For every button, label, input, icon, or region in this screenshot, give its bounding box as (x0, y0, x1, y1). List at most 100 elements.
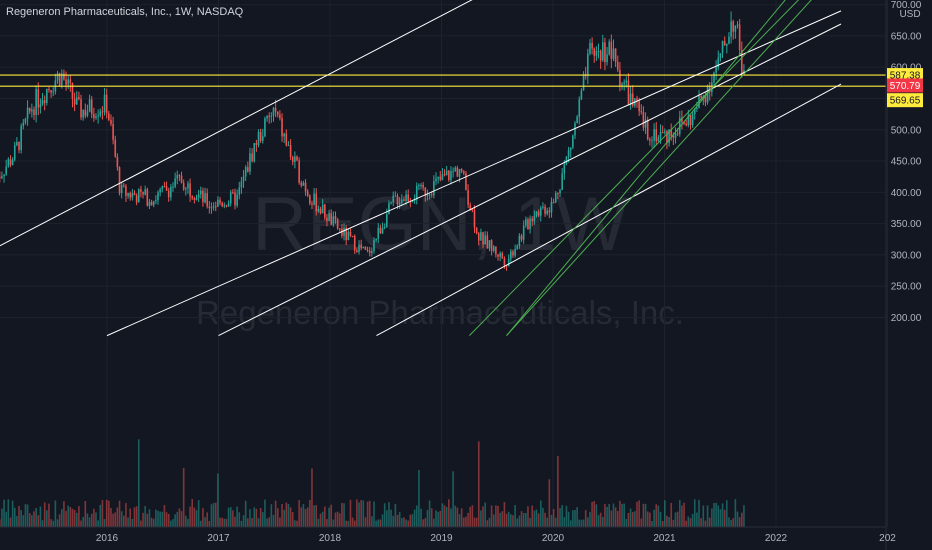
volume-bar (738, 517, 741, 527)
candle-body (653, 129, 655, 141)
candle-body (24, 118, 27, 123)
volume-bar (345, 520, 347, 527)
volume-bar (463, 517, 465, 527)
volume-bar (321, 511, 324, 527)
volume-bar (317, 518, 320, 527)
volume-bar (28, 513, 31, 527)
volume-bar (634, 511, 636, 527)
candle-body (242, 176, 245, 182)
candle-body (167, 190, 170, 198)
trend-line[interactable] (0, 0, 841, 248)
candle-body (311, 203, 313, 205)
volume-bar (443, 505, 446, 527)
volume-bar (338, 513, 341, 527)
volume-bar (377, 519, 380, 527)
candle-body (315, 193, 318, 212)
volume-bar (268, 517, 271, 527)
volume-bar (691, 513, 694, 527)
volume-bar (501, 511, 504, 527)
volume-bar (651, 520, 653, 527)
candle-body (353, 236, 356, 251)
candle-body (214, 206, 217, 208)
candle-body (236, 194, 238, 206)
horizontal-lines[interactable] (0, 74, 886, 87)
volume-bar (531, 505, 534, 527)
y-tick-label: 650.00 (891, 31, 922, 42)
trend-line[interactable] (376, 83, 842, 337)
candle-body (33, 109, 35, 115)
volume-bar (398, 512, 401, 527)
candle-body (326, 217, 328, 221)
time-axis[interactable]: 2016 2017 2018 2019 2020 2021 2022 202 (0, 526, 896, 544)
y-tick-label: 350.00 (891, 219, 922, 230)
volume-bar (653, 509, 655, 527)
candle-body (161, 186, 164, 190)
candle-body (146, 189, 149, 206)
volume-bar (270, 504, 273, 527)
trend-line[interactable] (506, 0, 842, 336)
volume-bar (437, 511, 439, 527)
volume-bar (649, 512, 651, 527)
volume-bar (625, 518, 628, 527)
volume-bar (65, 510, 67, 527)
volume-bar (420, 508, 422, 527)
candle-body (430, 194, 433, 196)
candle-body (666, 131, 668, 144)
volume-bar (644, 503, 647, 527)
candle-body (148, 201, 151, 206)
candle-body (458, 169, 461, 177)
volume-bar (638, 500, 640, 527)
candle-body (390, 202, 392, 204)
volume-bar (148, 509, 151, 527)
candle-body (398, 202, 401, 205)
trend-line[interactable] (106, 10, 842, 337)
candle-body (364, 246, 367, 250)
trend-line[interactable] (506, 0, 842, 336)
candle-body (229, 192, 232, 204)
volume-bar (631, 512, 634, 527)
volume-bar (127, 517, 129, 527)
candle-body (601, 42, 604, 61)
volume-bar (567, 511, 570, 527)
candle-body (116, 156, 119, 168)
volume-bar (95, 512, 97, 527)
volume-bar (655, 504, 658, 527)
candle-body (362, 246, 365, 249)
candle-body (170, 186, 172, 198)
candle-body (544, 206, 546, 214)
volume-bar (90, 513, 93, 527)
candle-body (565, 156, 568, 165)
volume-bar (486, 520, 489, 527)
candle-body (439, 176, 442, 180)
volume-bar (43, 502, 46, 527)
candle-body (187, 183, 189, 189)
candle-body (726, 43, 728, 46)
volume-bar (503, 502, 506, 527)
candle-body (261, 136, 264, 141)
candle-body (223, 205, 226, 207)
volume-bar (146, 513, 149, 527)
candle-body (696, 107, 698, 109)
volume-bar (657, 505, 660, 527)
volume-bar (157, 510, 159, 527)
candle-body (212, 206, 215, 208)
candle-body (659, 131, 662, 138)
candle-body (287, 145, 290, 147)
volume-bar (155, 509, 157, 527)
trend-line[interactable] (469, 0, 841, 336)
candle-body (225, 205, 228, 207)
trend-lines[interactable] (0, 0, 842, 337)
candle-body (281, 118, 283, 137)
volume-bar (595, 504, 598, 527)
volume-bar (497, 505, 499, 527)
candle-body (268, 115, 271, 117)
candle-body (520, 235, 523, 240)
trend-line[interactable] (218, 23, 842, 337)
volume-bar (93, 508, 95, 527)
candle-body (247, 167, 249, 172)
candle-body (473, 210, 476, 228)
candle-body (471, 209, 474, 211)
candle-body (693, 108, 696, 115)
